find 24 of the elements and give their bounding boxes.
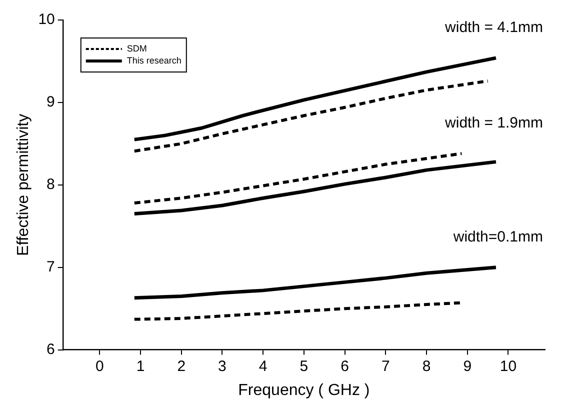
x-tick-label: 2 xyxy=(177,358,186,375)
x-tick-label: 0 xyxy=(95,358,104,375)
x-tick-label: 3 xyxy=(218,358,226,375)
y-tick-label: 7 xyxy=(46,258,55,276)
y-tick-label: 9 xyxy=(46,94,55,111)
x-tick-label: 9 xyxy=(463,358,472,375)
x-tick-label: 8 xyxy=(422,358,431,375)
y-tick-label: 8 xyxy=(46,176,55,194)
annotation: width = 4.1mm xyxy=(444,19,543,36)
x-tick-label: 4 xyxy=(258,358,268,375)
x-tick-label: 5 xyxy=(300,358,308,375)
x-tick-label: 6 xyxy=(340,358,349,375)
y-axis-title: Effective permittivity xyxy=(15,114,32,256)
x-tick-label: 7 xyxy=(381,358,390,375)
annotation: width = 1.9mm xyxy=(444,114,543,132)
x-tick-label: 10 xyxy=(500,358,517,375)
legend-label: SDM xyxy=(126,43,147,54)
x-tick-label: 1 xyxy=(136,358,145,375)
annotation: width=0.1mm xyxy=(452,228,543,246)
x-axis-title: Frequency ( GHz ) xyxy=(238,382,370,399)
legend-label: This research xyxy=(126,55,182,66)
line-series xyxy=(132,152,464,205)
y-tick-label: 6 xyxy=(46,340,55,358)
y-tick-label: 10 xyxy=(38,11,55,28)
